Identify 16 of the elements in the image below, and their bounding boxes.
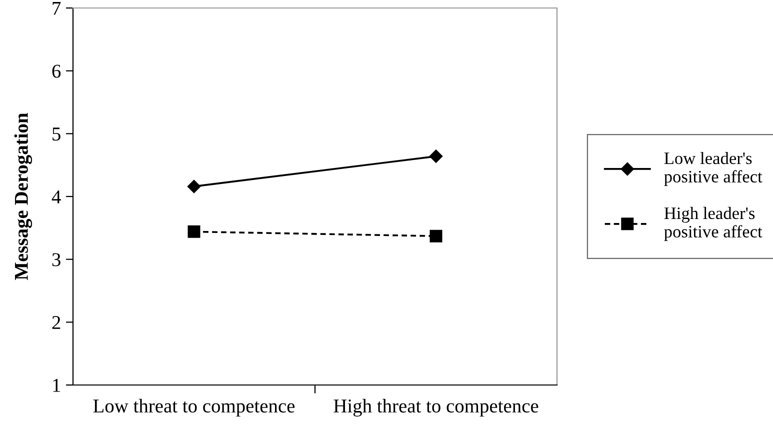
y-tick-label: 2 xyxy=(52,316,60,329)
y-tick-label: 6 xyxy=(52,64,61,78)
point xyxy=(429,150,443,163)
y-tick-label: 4 xyxy=(52,190,61,204)
y-tick-label: 1 xyxy=(53,378,60,392)
legend-label: Low leader's positive affect xyxy=(664,152,762,186)
point xyxy=(188,225,200,238)
point xyxy=(187,180,201,194)
x-tick-label: High threat to competence xyxy=(334,398,538,417)
point xyxy=(430,230,442,242)
legend-label: High leader's positive affect xyxy=(664,206,762,242)
y-tick-label: 5 xyxy=(52,128,60,141)
y-axis-title: Message Derogation xyxy=(14,113,32,280)
x-tick-label: Low threat to competence xyxy=(93,398,295,417)
y-tick-label: 3 xyxy=(52,253,60,266)
y-tick-label: 7 xyxy=(52,2,61,15)
